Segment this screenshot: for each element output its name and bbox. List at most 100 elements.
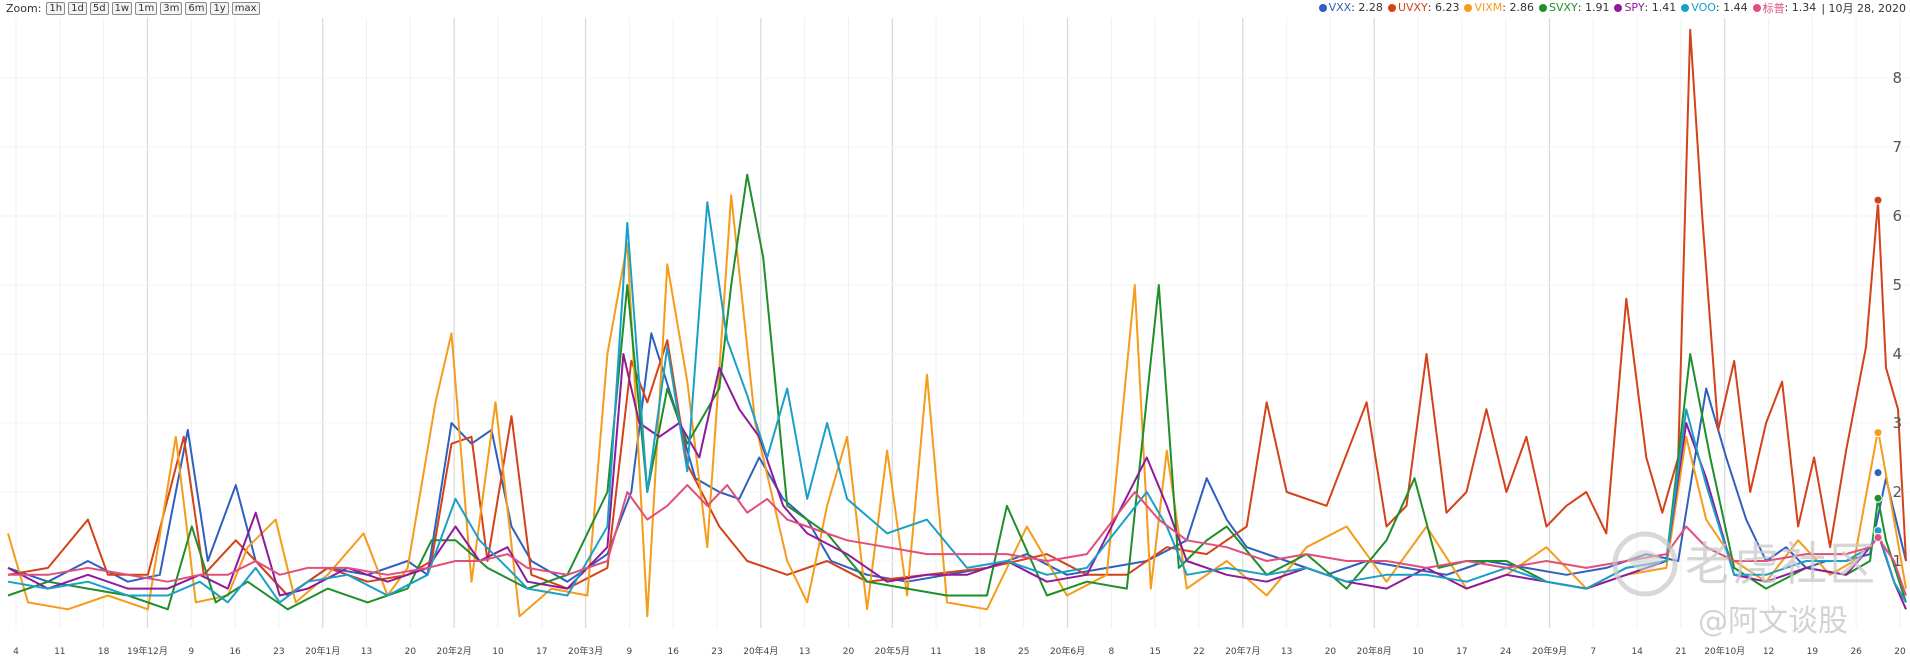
y-tick-label: 2 xyxy=(1892,483,1902,501)
series-line-标普 xyxy=(8,484,1907,596)
zoom-3m-button[interactable]: 3m xyxy=(160,1,183,15)
x-tick-label: 20年9月 xyxy=(1532,645,1567,657)
x-tick-label: 17 xyxy=(1456,647,1467,657)
legend-date: | 10月 28, 2020 xyxy=(1821,1,1906,15)
legend-series-name: 标普 xyxy=(1762,1,1785,15)
legend-series-value: : 2.28 xyxy=(1351,1,1383,14)
chart-series xyxy=(7,28,1907,618)
chart-legend: VXX : 2.28 UVXY : 6.23 VIXM : 2.86 SVXY : 1… xyxy=(1314,0,1906,15)
x-tick-label: 8 xyxy=(1108,647,1114,657)
legend-item[interactable]: SPY : 1.41 xyxy=(1614,1,1676,14)
x-tick-label: 20年5月 xyxy=(875,645,910,657)
y-tick-label: 4 xyxy=(1892,345,1902,363)
legend-series-value: : 2.86 xyxy=(1502,1,1534,14)
x-tick-label: 20年1月 xyxy=(305,645,340,657)
x-axis: 4 11 18 19年12月 9 16 23 20年1月 13 20 20年2月 10 17 20年3月 9… xyxy=(13,645,1906,657)
x-tick-label: 20年3月 xyxy=(568,645,603,657)
legend-dot-icon xyxy=(1614,3,1623,12)
legend-dot-icon xyxy=(1318,3,1327,12)
y-tick-label: 6 xyxy=(1892,207,1902,225)
zoom-toolbar: Zoom: 1h 1d 5d 1w 1m 3m 6m 1y max xyxy=(6,1,260,15)
zoom-1y-button[interactable]: 1y xyxy=(210,1,229,15)
series-line-UVXY xyxy=(7,28,1907,597)
legend-series-name: UVXY xyxy=(1397,1,1428,14)
y-tick-label: 5 xyxy=(1892,276,1902,294)
y-tick-label: 7 xyxy=(1892,138,1902,156)
end-marker-VIXM xyxy=(1873,428,1883,438)
x-tick-label: 16 xyxy=(229,647,241,657)
legend-series-name: SVXY xyxy=(1548,1,1578,14)
zoom-1w-button[interactable]: 1w xyxy=(111,1,133,15)
x-tick-label: 10 xyxy=(492,647,504,657)
x-tick-label: 20年2月 xyxy=(437,645,472,657)
legend-item[interactable]: VXX : 2.28 xyxy=(1318,1,1383,14)
legend-series-value: : 6.23 xyxy=(1427,1,1460,14)
x-tick-label: 16 xyxy=(667,647,679,657)
legend-dot-icon xyxy=(1752,3,1761,12)
legend-series-name: SPY xyxy=(1624,1,1645,14)
legend-series-value: : 1.44 xyxy=(1715,1,1748,14)
x-tick-label: 9 xyxy=(188,647,194,657)
x-tick-label: 12 xyxy=(1763,647,1774,657)
legend-item[interactable]: SVXY : 1.91 xyxy=(1538,1,1610,14)
legend-dot-icon xyxy=(1387,3,1396,12)
legend-series-value: : 1.34 xyxy=(1784,1,1817,14)
x-tick-label: 22 xyxy=(1193,647,1204,657)
zoom-max-button[interactable]: max xyxy=(231,1,260,15)
x-tick-label: 20 xyxy=(1894,647,1906,657)
x-tick-label: 20 xyxy=(843,647,855,657)
series-line-VXX xyxy=(7,332,1907,597)
x-tick-label: 15 xyxy=(1149,647,1160,657)
x-tick-label: 17 xyxy=(536,647,547,657)
x-tick-label: 20年7月 xyxy=(1225,645,1260,657)
zoom-6m-button[interactable]: 6m xyxy=(185,1,208,15)
x-tick-label: 19年12月 xyxy=(127,645,168,657)
x-tick-label: 19 xyxy=(1807,647,1819,657)
end-marker-VXX xyxy=(1873,468,1883,478)
x-tick-label: 20 xyxy=(405,647,417,657)
zoom-1h-button[interactable]: 1h xyxy=(46,1,66,15)
zoom-label: Zoom: xyxy=(6,1,42,15)
x-tick-label: 25 xyxy=(1018,647,1029,657)
x-tick-label: 4 xyxy=(13,647,19,657)
chart-end-markers xyxy=(1873,195,1883,543)
x-tick-label: 21 xyxy=(1675,647,1686,657)
x-tick-label: 20年6月 xyxy=(1050,645,1085,657)
x-tick-label: 20 xyxy=(1325,647,1337,657)
legend-dot-icon xyxy=(1464,3,1473,12)
legend-series-value: : 1.41 xyxy=(1644,1,1677,14)
tiger-logo-icon xyxy=(1612,531,1678,597)
x-tick-label: 13 xyxy=(799,647,810,657)
x-tick-label: 20年10月 xyxy=(1704,645,1745,657)
legend-series-value: : 1.91 xyxy=(1577,1,1610,14)
x-tick-label: 23 xyxy=(711,647,722,657)
x-tick-label: 13 xyxy=(1281,647,1292,657)
x-tick-label: 13 xyxy=(361,647,372,657)
legend-item[interactable]: UVXY : 6.23 xyxy=(1387,1,1460,14)
zoom-1d-button[interactable]: 1d xyxy=(68,1,87,15)
x-tick-label: 18 xyxy=(98,647,110,657)
x-tick-label: 20年8月 xyxy=(1357,645,1392,657)
x-tick-label: 7 xyxy=(1590,647,1596,657)
y-tick-label: 3 xyxy=(1892,414,1902,432)
end-marker-SVXY xyxy=(1873,493,1883,503)
x-tick-label: 11 xyxy=(930,647,941,657)
x-tick-label: 18 xyxy=(974,647,986,657)
watermark-author: @阿文谈股 xyxy=(1698,604,1848,639)
chart-grid xyxy=(0,18,1910,628)
zoom-1m-button[interactable]: 1m xyxy=(135,1,158,15)
x-tick-label: 9 xyxy=(627,647,633,657)
end-marker-标普 xyxy=(1873,533,1883,543)
x-tick-label: 23 xyxy=(273,647,284,657)
x-tick-label: 11 xyxy=(54,647,65,657)
x-tick-label: 14 xyxy=(1631,647,1643,657)
legend-item[interactable]: VIXM : 2.86 xyxy=(1464,1,1534,14)
legend-dot-icon xyxy=(1681,3,1690,12)
zoom-5d-button[interactable]: 5d xyxy=(89,1,109,15)
y-tick-label: 1 xyxy=(1892,552,1902,570)
legend-item[interactable]: VOO : 1.44 xyxy=(1681,1,1748,14)
legend-item[interactable]: 标普 : 1.34 xyxy=(1752,0,1817,15)
y-axis: 1 2 3 4 5 6 7 8 xyxy=(1892,69,1902,570)
legend-series-name: VOO xyxy=(1691,1,1716,14)
